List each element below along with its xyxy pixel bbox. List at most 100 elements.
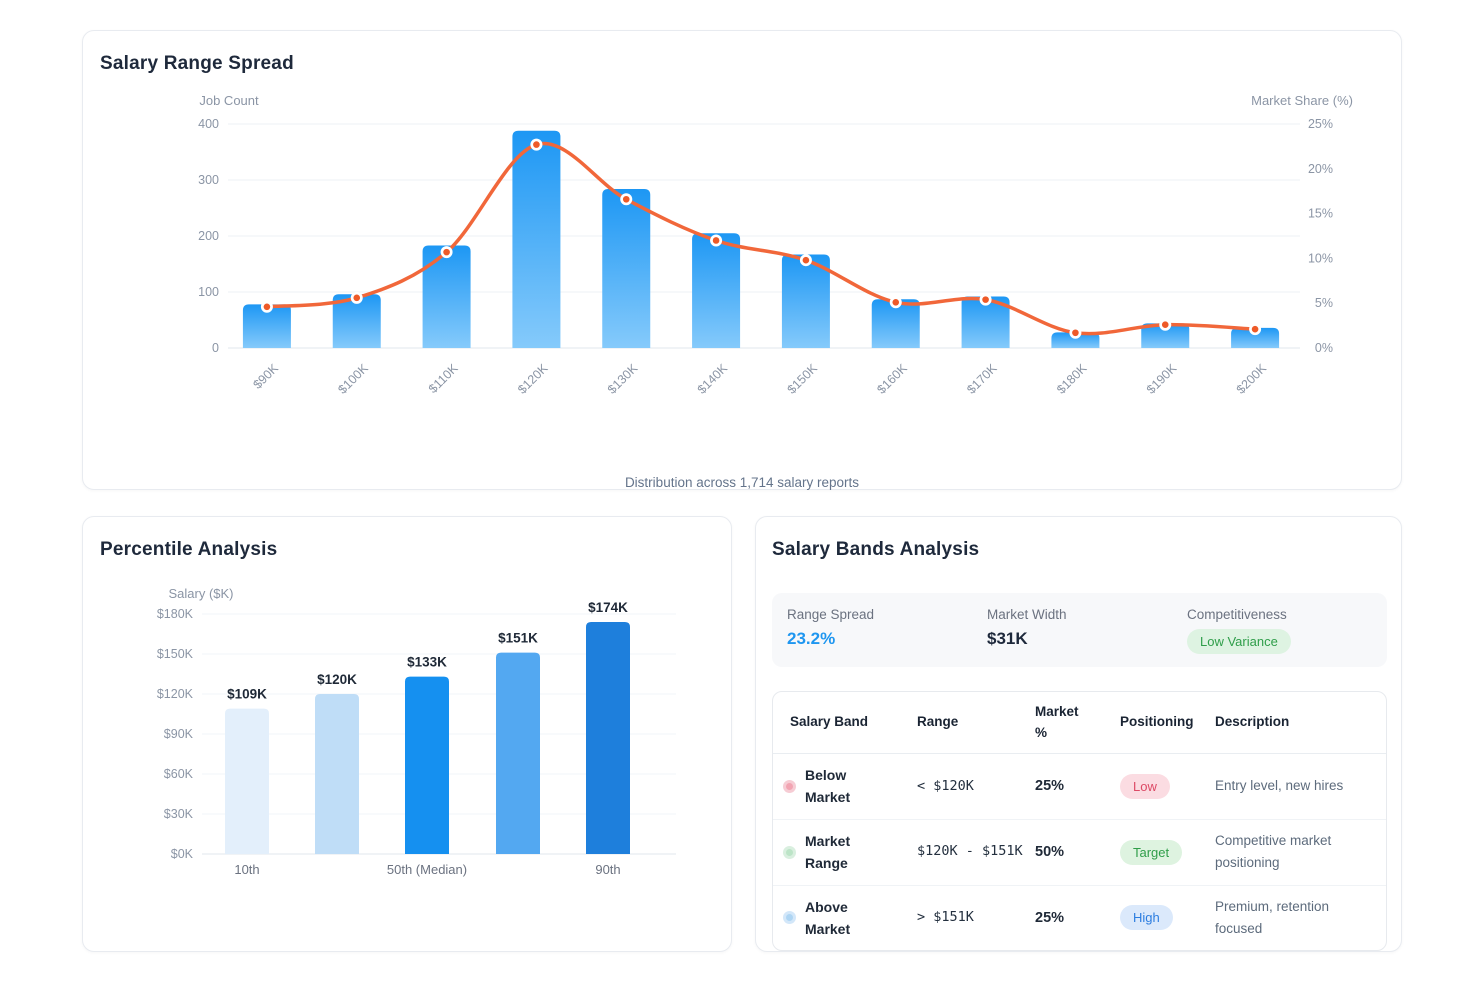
bar-value-label: $109K [227,687,267,702]
svg-text:$60K: $60K [164,767,194,781]
bar-value-label: $174K [588,600,628,615]
percentile-bar[interactable] [225,708,269,854]
band-description: Premium, retention focused [1215,898,1330,936]
salary-bands-analysis-card: Salary Bands Analysis Range Spread 23.2%… [755,516,1402,952]
salary-spread-combo-chart[interactable]: 0 100 200 300 400 0% 5% 10% 15% 20% 25% Job Count Ma… [83,31,1403,471]
bar-value-label: $120K [317,672,357,687]
job-count-bar[interactable] [692,233,741,348]
band-description: Competitive market positioning [1215,832,1332,871]
band-dot-icon [783,911,796,925]
svg-text:$150K: $150K [157,647,194,661]
stat-value: 23.2% [787,629,836,648]
x-axis-label: $90K [250,361,281,392]
page-title: Salary Range Spread [100,53,294,74]
line-marker[interactable] [263,303,271,311]
svg-text:20%: 20% [1308,162,1333,176]
stat-label: Range Spread [787,607,875,622]
column-header: Market % [1035,703,1079,740]
line-marker[interactable] [622,195,630,203]
table-row[interactable]: Above Market > $151K 25% High Premium, r… [773,886,1386,951]
bar-value-label: $151K [498,631,538,646]
line-marker[interactable] [982,296,989,303]
band-dot-icon [783,779,796,793]
job-count-bar[interactable] [422,245,471,348]
line-marker[interactable] [712,237,720,244]
band-range: $120K - $151K [917,843,1023,860]
salary-bands-table: Salary Band Range Market % Positioning D… [772,691,1387,952]
stat-range-spread: Range Spread 23.2% [787,607,987,667]
band-name: Market Range [805,832,851,872]
percentile-bar[interactable] [496,652,540,854]
percentile-bar[interactable] [405,676,449,854]
svg-text:$90K: $90K [164,727,194,741]
stat-competitiveness: Competitiveness Low Variance [1187,607,1387,667]
bar-value-label: $133K [407,655,447,670]
x-axis-label: $140K [695,361,731,397]
positioning-pill: Target [1120,839,1183,865]
svg-text:25%: 25% [1308,117,1333,131]
job-count-bar[interactable] [512,130,561,348]
line-marker[interactable] [533,141,540,148]
x-axis-label: $130K [605,361,641,397]
x-axis-label: 50th (Median) [387,862,467,877]
x-axis-label: $100K [335,361,371,397]
band-description: Entry level, new hires [1215,778,1344,794]
line-marker[interactable] [1072,329,1079,337]
band-range: < $120K [917,777,974,794]
line-marker[interactable] [353,294,361,302]
job-count-bar[interactable] [242,304,291,348]
svg-text:$30K: $30K [164,807,194,821]
market-share-line[interactable] [265,141,1257,336]
table-row[interactable]: Below Market < $120K 25% Low Entry level… [773,754,1386,820]
svg-text:200: 200 [198,229,219,243]
svg-text:$180K: $180K [157,607,194,621]
column-header: Range [917,714,959,730]
line-marker[interactable] [892,299,900,306]
svg-text:400: 400 [198,117,219,131]
line-marker[interactable] [802,256,810,264]
x-axis-label: $120K [515,361,551,397]
band-name: Above Market [805,898,851,937]
svg-text:Job Count: Job Count [199,93,259,108]
job-count-bar[interactable] [602,188,651,348]
job-count-bar[interactable] [1231,327,1280,348]
x-axis-label: 10th [234,862,259,877]
job-count-bar[interactable] [781,254,830,348]
svg-text:300: 300 [198,173,219,187]
column-header: Salary Band [790,714,869,730]
bands-stats-box: Range Spread 23.2% Market Width $31K Com… [772,593,1387,667]
svg-text:Market Share (%): Market Share (%) [1251,93,1353,108]
band-dot-icon [783,845,796,859]
job-count-bar[interactable] [871,299,920,348]
percentile-bar[interactable] [315,694,359,854]
line-marker[interactable] [1251,325,1259,333]
job-count-bar[interactable] [332,294,381,348]
band-market-pct: 25% [1035,909,1065,926]
line-marker[interactable] [443,248,450,256]
svg-text:10%: 10% [1308,251,1333,265]
percentile-analysis-card: Percentile Analysis $0K $30K $60K $90K $120K… [82,516,732,952]
x-axis-label: $170K [964,361,1000,397]
page-title: Salary Bands Analysis [772,539,980,560]
percentile-bar[interactable] [586,622,630,854]
job-count-bar[interactable] [1051,332,1100,348]
band-market-pct: 50% [1035,844,1065,861]
positioning-pill: High [1120,905,1173,931]
x-axis-label: $150K [785,361,821,397]
svg-text:$0K: $0K [171,847,194,861]
stat-value: $31K [987,629,1028,648]
x-axis-label: $190K [1144,361,1180,397]
band-range: > $151K [917,909,974,926]
table-row[interactable]: Market Range $120K - $151K 50% Target Co… [773,820,1386,886]
column-header: Positioning [1120,714,1194,730]
percentile-bar-chart[interactable]: $0K $30K $60K $90K $120K $150K $180K Salary ($K… [83,517,733,917]
x-axis-label: $160K [874,361,910,397]
svg-text:0: 0 [212,341,219,355]
svg-text:$120K: $120K [157,687,194,701]
column-header: Description [1215,714,1290,730]
job-count-bar[interactable] [1141,323,1190,348]
job-count-bar[interactable] [961,296,1010,348]
x-axis-label: $180K [1054,361,1090,397]
page-title: Percentile Analysis [100,539,278,560]
line-marker[interactable] [1161,321,1169,329]
